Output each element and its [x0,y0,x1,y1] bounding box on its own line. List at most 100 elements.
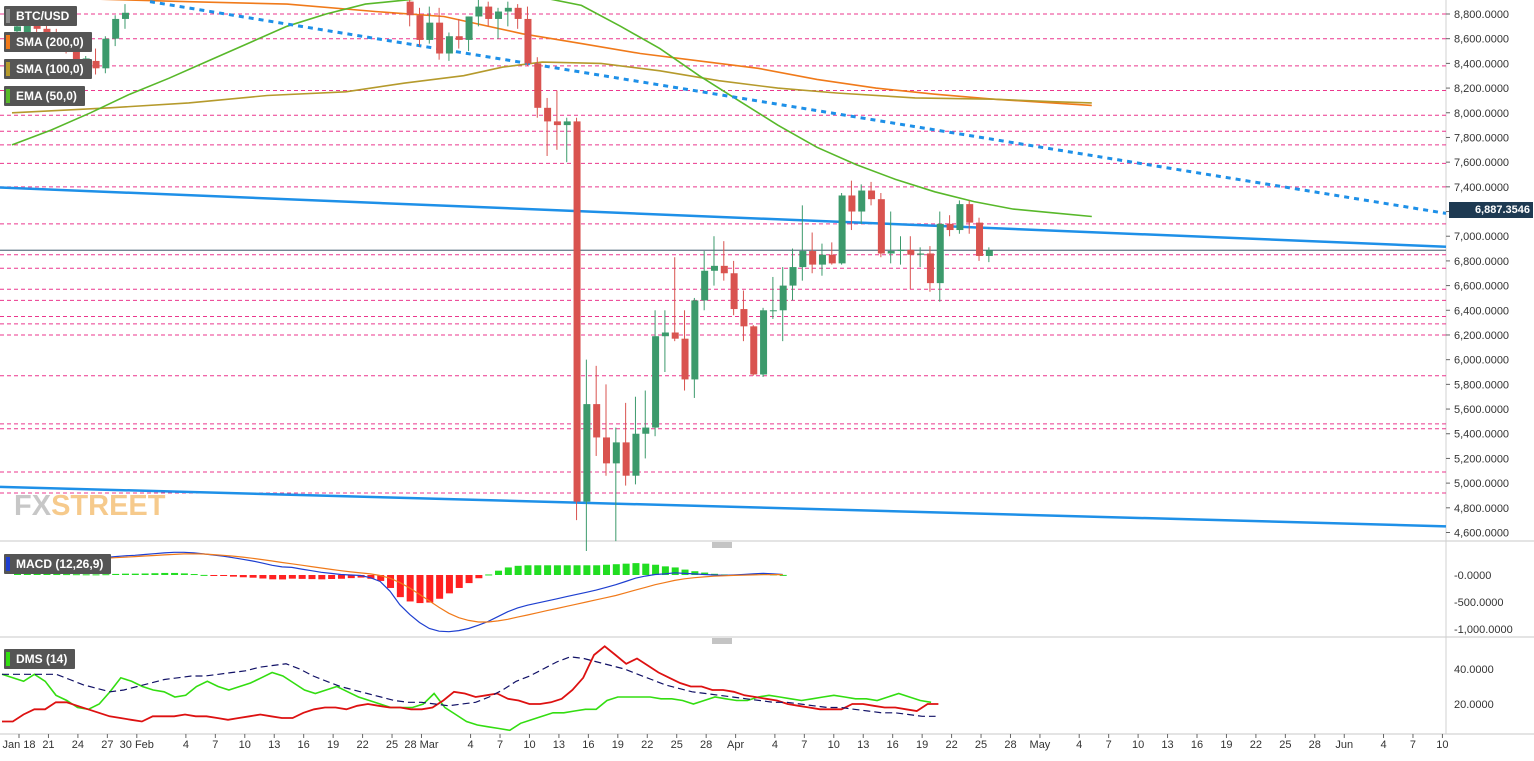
sma200-line [100,0,1092,107]
macd-histogram-bar [426,575,434,603]
dms-y-tick-label: 40.0000 [1454,664,1494,676]
macd-legend[interactable]: MACD (12,26,9) [4,554,112,574]
sma200-legend[interactable]: SMA (200,0) [4,32,92,52]
macd-histogram-bar [524,565,532,575]
x-tick-label: 16 [298,739,310,751]
candle-body [750,326,758,375]
macd-histogram-bar [377,575,385,581]
macd-histogram-bar [534,565,542,575]
ema50-legend[interactable]: EMA (50,0) [4,86,85,106]
x-tick-label: 16 [582,739,594,751]
candle-body [622,442,630,476]
candle-body [445,36,453,54]
candle-body [534,63,542,108]
candle-body [485,6,493,19]
sma100-label: SMA (100,0) [16,62,84,76]
macd-histogram-bar [220,575,228,576]
macd-histogram-bar [691,571,699,575]
candle-body [976,222,984,256]
candle-body [720,265,728,274]
macd-histogram-bar [121,573,129,575]
x-tick-label: 25 [671,739,683,751]
macd-histogram-bar [229,575,237,577]
x-tick-label: Jan 18 [2,739,35,751]
x-tick-label: 13 [1161,739,1173,751]
macd-histogram-bar [396,575,404,598]
x-tick-label: 22 [1250,739,1262,751]
y-tick-label: 6,800.0000 [1454,256,1509,268]
macd-histogram-bar [131,573,139,575]
x-tick-label: 13 [857,739,869,751]
dms-y-tick-label: 20.0000 [1454,699,1494,711]
candle-body [730,273,738,310]
x-tick-label: 4 [1076,739,1082,751]
x-tick-label: 10 [1132,739,1144,751]
y-tick-label: 4,600.0000 [1454,528,1509,540]
logo-street: STREET [51,490,166,522]
macd-y-tick-label: -0.0000 [1454,570,1491,582]
x-tick-label: 25 [1279,739,1291,751]
macd-swatch [6,557,10,571]
candle-body [72,51,80,66]
candle-body [858,190,866,212]
candle-body [936,223,944,284]
dms-swatch [6,652,10,666]
x-tick-label: 21 [42,739,54,751]
symbol-legend[interactable]: BTC/USD [4,6,78,26]
x-tick-label: 28 [1309,739,1321,751]
macd-histogram-bar [259,575,267,579]
candle-body [465,16,473,40]
y-tick-label: 5,200.0000 [1454,453,1509,465]
candle-body [681,338,689,380]
candle-body [966,204,974,223]
candle-body [818,254,826,265]
macd-histogram-bar [63,574,71,576]
macd-histogram-bar [33,573,41,575]
sma200-label: SMA (200,0) [16,35,84,49]
macd-histogram-bar [102,574,110,576]
x-tick-label: 16 [1191,739,1203,751]
macd-histogram-bar [141,573,149,575]
x-tick-label: 22 [945,739,957,751]
di-plus-line [1,671,932,732]
macd-histogram-bar [180,573,188,575]
candle-body [799,251,807,268]
macd-histogram-bar [82,574,90,576]
macd-histogram-bar [504,567,512,575]
candle-body [495,11,503,19]
macd-histogram-bar [387,575,395,588]
macd-histogram-bar [112,573,120,575]
x-tick-label: 13 [553,739,565,751]
macd-histogram-bar [485,574,493,576]
candle-body [652,336,660,428]
candle-body [642,427,650,434]
x-tick-label: Jun [1335,739,1353,751]
macd-histogram-bar [514,565,522,575]
x-tick-label: 22 [356,739,368,751]
x-tick-label: 4 [468,739,474,751]
x-tick-label: 28 Mar [404,739,439,751]
x-tick-label: 30 Feb [120,739,154,751]
ema50-label: EMA (50,0) [16,89,77,103]
macd-histogram-bar [308,575,316,580]
macd-histogram-bar [171,572,179,575]
candle-body [691,300,699,380]
y-tick-label: 8,600.0000 [1454,34,1509,46]
candle-body [838,195,846,264]
y-tick-label: 5,800.0000 [1454,379,1509,391]
macd-line [16,551,783,633]
dms-legend[interactable]: DMS (14) [4,649,76,669]
y-tick-label: 5,000.0000 [1454,478,1509,490]
macd-histogram-bar [455,575,463,588]
candle-body [544,107,552,122]
sma100-legend[interactable]: SMA (100,0) [4,59,92,79]
candle-body [514,7,522,19]
candle-body [553,121,561,126]
candle-body [868,190,876,200]
y-tick-label: 8,200.0000 [1454,83,1509,95]
logo-fx: FX [14,490,52,522]
y-tick-label: 8,400.0000 [1454,58,1509,70]
x-tick-label: 7 [1410,739,1416,751]
macd-histogram-bar [190,574,198,576]
y-tick-label: 6,400.0000 [1454,305,1509,317]
